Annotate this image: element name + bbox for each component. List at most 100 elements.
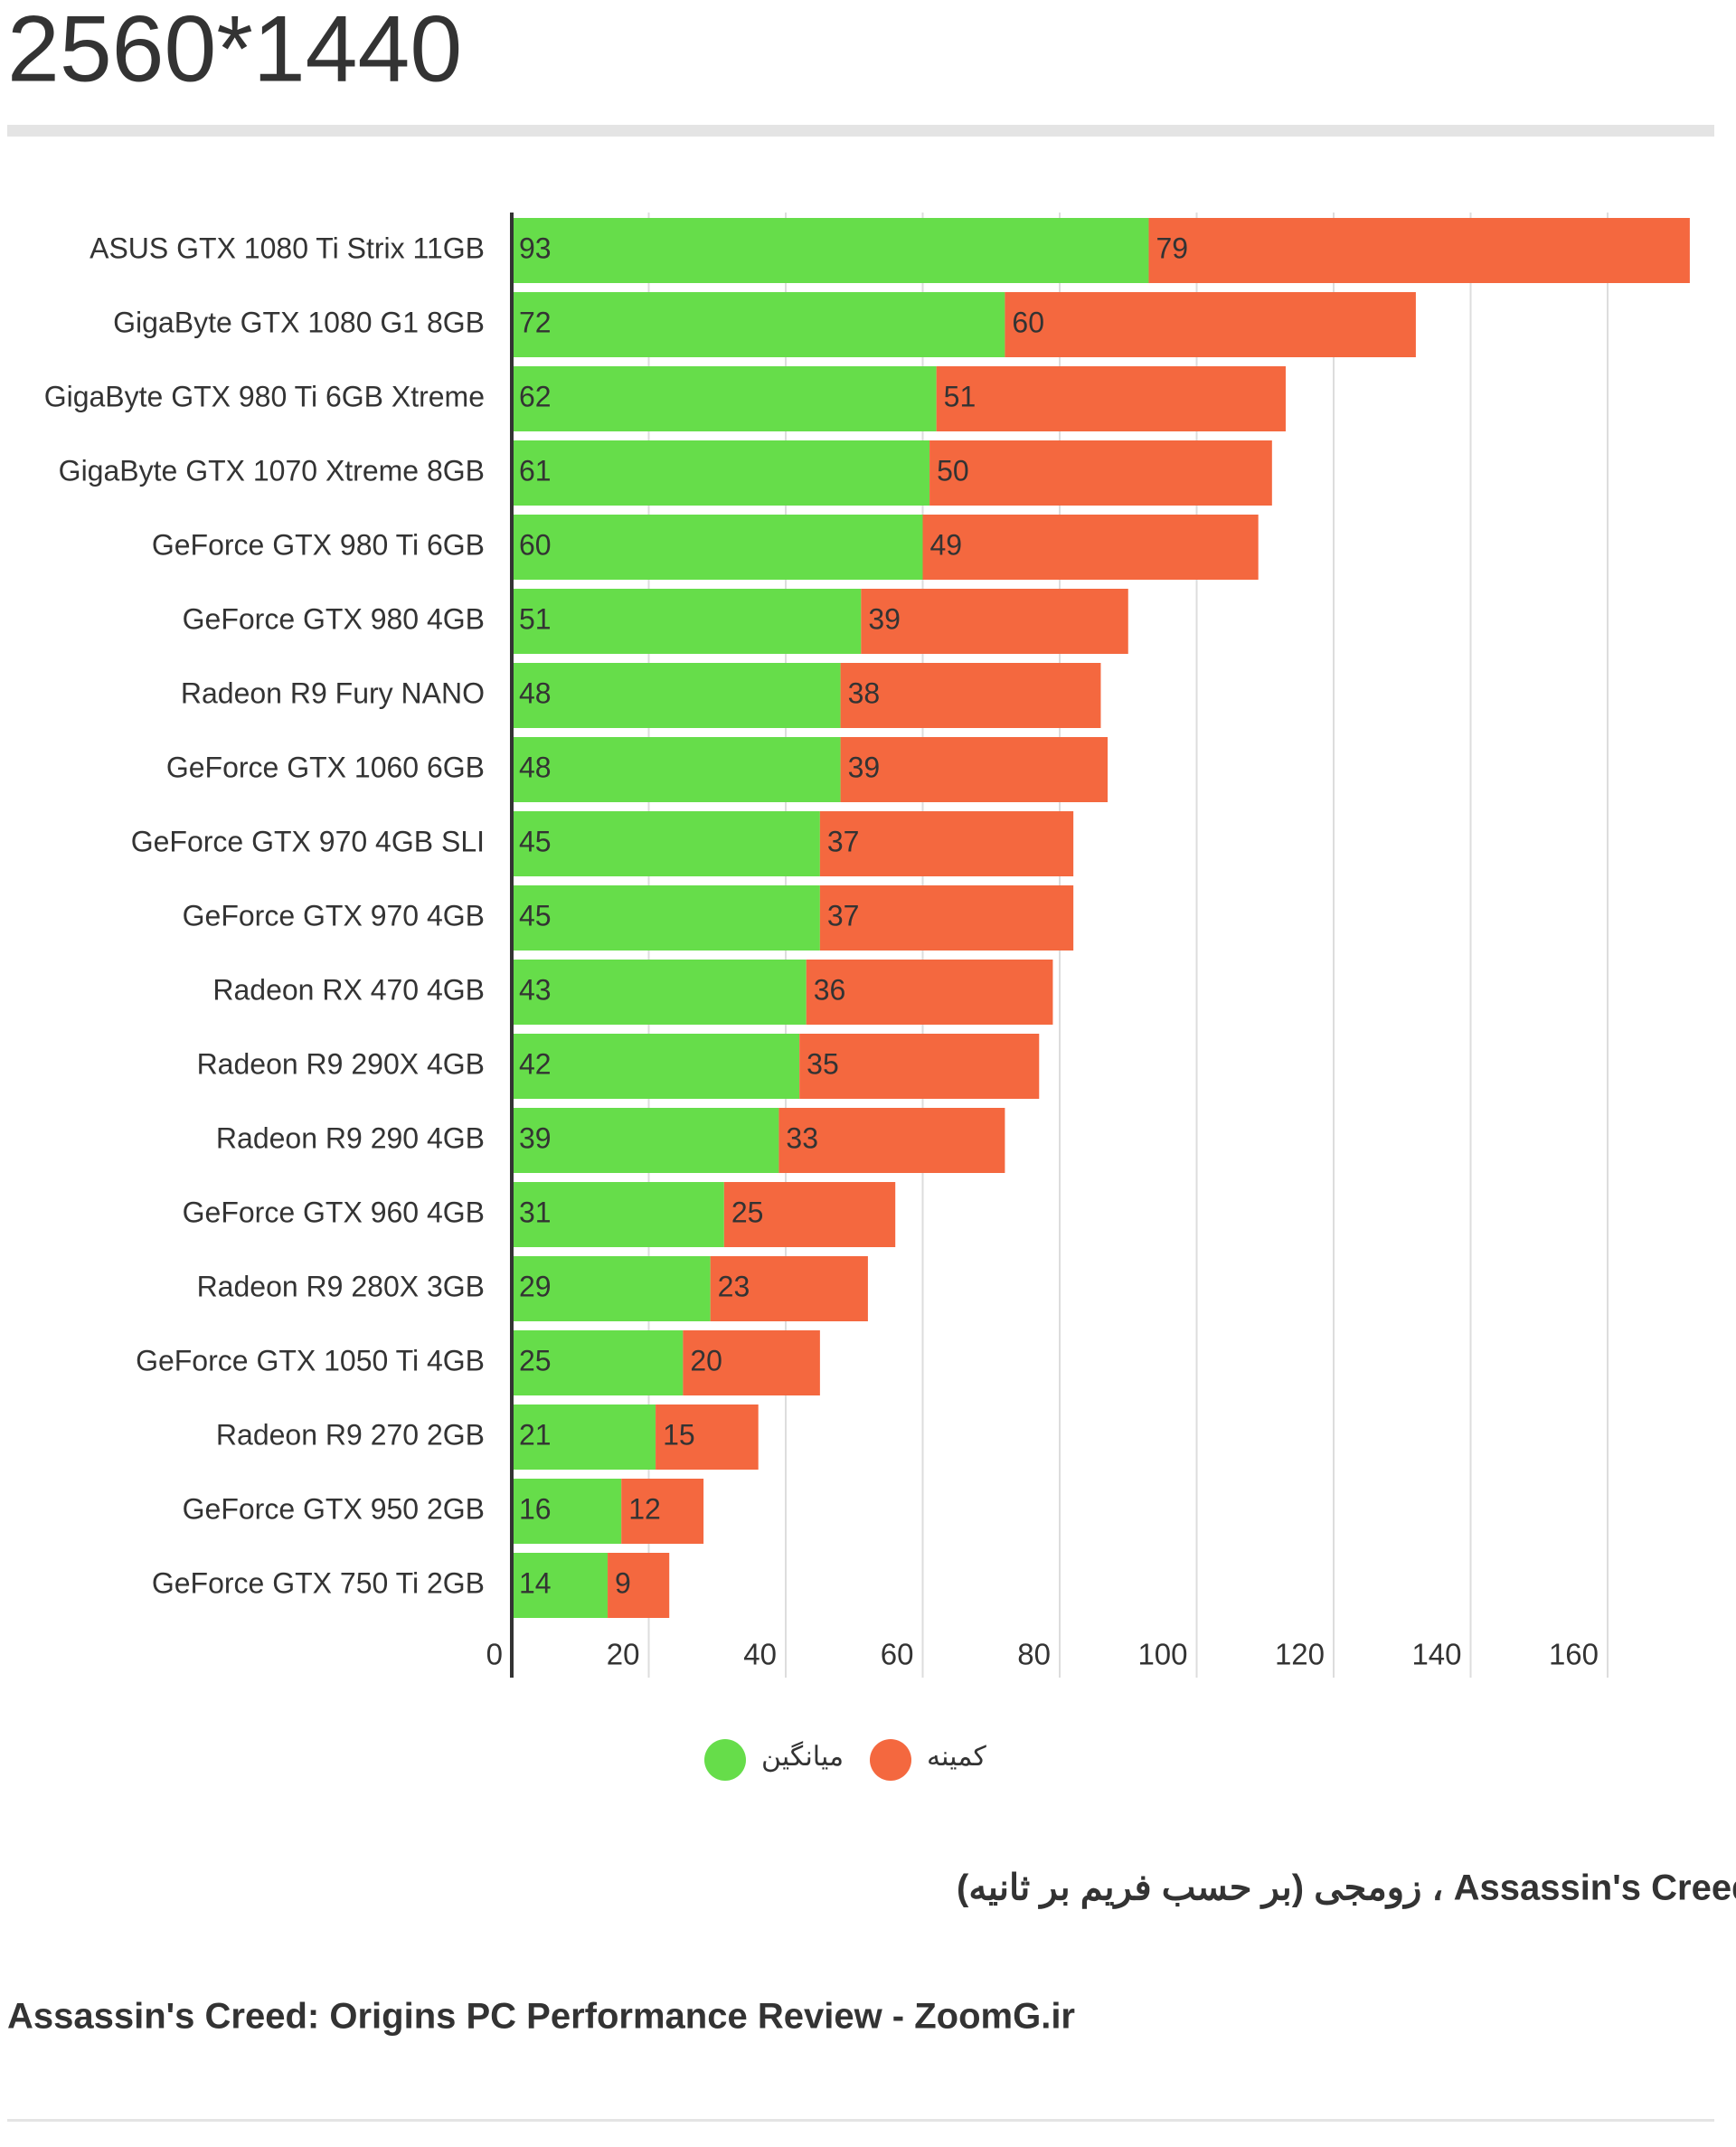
bar-segment [806,960,1053,1025]
bar-segment [512,1405,656,1470]
bar-segment [778,1108,1005,1173]
legend-swatch [704,1739,746,1781]
bar-segment [512,1553,609,1618]
bar-segment [683,1330,820,1395]
value-label: 93 [519,232,552,264]
bar-segment [840,663,1101,728]
y-tick-label: Radeon R9 290X 4GB [197,1047,485,1080]
bar-segment [512,440,930,506]
value-label: 60 [1012,306,1044,338]
title-rule [7,125,1714,137]
y-tick-label: GeForce GTX 980 4GB [183,602,485,635]
x-tick-label: 60 [881,1638,914,1671]
value-label: 12 [628,1492,661,1525]
value-label: 37 [827,825,860,857]
y-tick-label: GigaByte GTX 1080 G1 8GB [113,306,485,338]
source: Assassin's Creed: Origins PC Performance… [7,1997,1075,2037]
bar-segment [656,1405,759,1470]
value-label: 60 [519,528,552,561]
value-label: 38 [848,676,881,709]
bar-segment [723,1182,896,1247]
bar-segment [922,515,1259,580]
value-label: 31 [519,1196,552,1228]
bar-segment [512,589,862,654]
bar-segment [512,1182,724,1247]
bar-segment [512,1330,684,1395]
value-label: 79 [1156,232,1188,264]
bar-segment [819,885,1074,951]
y-tick-label: GeForce GTX 960 4GB [183,1196,485,1228]
x-tick-label: 0 [486,1638,503,1671]
bar-segment [512,366,937,431]
value-label: 20 [690,1344,722,1376]
value-label: 9 [615,1566,631,1599]
y-tick-label: GeForce GTX 980 Ti 6GB [152,528,485,561]
bar-segment [710,1256,868,1321]
x-tick-label: 140 [1411,1638,1461,1671]
y-tick-label: Radeon R9 280X 3GB [197,1270,485,1302]
subtitle: Assassin's Creed: Origins - DX11 ، زومجی… [957,1868,1736,1910]
bar-segment [1005,292,1416,357]
bar-segment [512,663,841,728]
bar-segment [512,292,1005,357]
value-label: 39 [848,751,881,783]
value-label: 35 [807,1047,839,1080]
y-tick-label: GeForce GTX 1050 Ti 4GB [136,1344,485,1376]
value-label: 23 [718,1270,750,1302]
value-label: 15 [663,1418,695,1451]
value-label: 61 [519,454,552,487]
bar-segment [929,440,1272,506]
bar-segment [512,960,807,1025]
y-tick-label: Radeon R9 Fury NANO [181,676,485,709]
y-tick-label: GigaByte GTX 1070 Xtreme 8GB [59,454,485,487]
x-tick-label: 160 [1549,1638,1599,1671]
bar-segment [1148,218,1690,283]
bar-segment [512,737,841,802]
x-tick-label: 20 [607,1638,640,1671]
value-label: 43 [519,973,552,1006]
value-label: 50 [937,454,969,487]
bar-segment [608,1553,670,1618]
bar-segment [799,1034,1040,1099]
y-tick-label: GeForce GTX 970 4GB [183,899,485,932]
value-label: 49 [930,528,963,561]
bar-segment [936,366,1286,431]
value-label: 36 [814,973,846,1006]
bar-segment [512,1108,779,1173]
value-label: 33 [786,1121,818,1154]
y-tick-label: Radeon RX 470 4GB [212,973,485,1006]
y-tick-label: Radeon R9 290 4GB [216,1121,485,1154]
value-label: 42 [519,1047,552,1080]
bar-segment [512,515,923,580]
bar-segment [512,1256,711,1321]
bar-segment [512,885,820,951]
y-tick-label: Radeon R9 270 2GB [216,1418,485,1451]
bar-segment [512,218,1149,283]
legend-swatch [870,1739,911,1781]
value-label: 72 [519,306,552,338]
value-label: 21 [519,1418,552,1451]
footer-rule [7,2119,1714,2122]
bar-segment [512,1479,622,1544]
value-label: 37 [827,899,860,932]
value-label: 25 [731,1196,764,1228]
value-label: 39 [519,1121,552,1154]
value-label: 51 [519,602,552,635]
x-tick-label: 100 [1137,1638,1187,1671]
legend-label: میانگین [761,1741,844,1773]
bar-segment [512,811,820,876]
value-label: 45 [519,899,552,932]
bar-segment [512,1034,800,1099]
y-tick-label: GeForce GTX 750 Ti 2GB [152,1566,485,1599]
value-label: 48 [519,751,552,783]
x-tick-label: 120 [1275,1638,1325,1671]
value-label: 51 [944,380,976,412]
value-label: 39 [868,602,901,635]
value-label: 25 [519,1344,552,1376]
y-tick-label: ASUS GTX 1080 Ti Strix 11GB [90,232,485,264]
value-label: 45 [519,825,552,857]
y-tick-label: GeForce GTX 1060 6GB [166,751,485,783]
value-label: 16 [519,1492,552,1525]
value-label: 14 [519,1566,552,1599]
